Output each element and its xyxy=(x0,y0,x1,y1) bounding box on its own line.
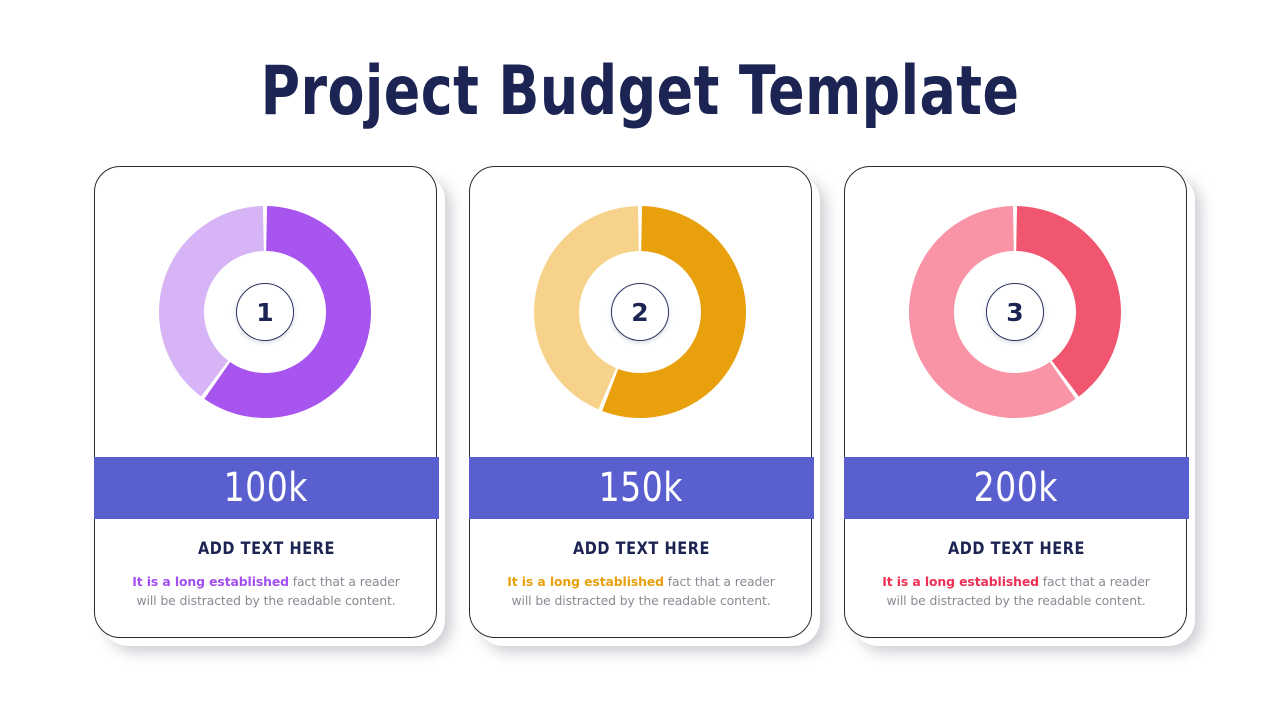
budget-card-1[interactable]: 1 100k ADD TEXT HERE It is a long establ… xyxy=(93,166,445,646)
card-body: ADD TEXT HERE It is a long established f… xyxy=(95,519,438,610)
card-heading: ADD TEXT HERE xyxy=(572,539,710,559)
budget-value: 100k xyxy=(223,465,309,511)
card-surface: 2 150k ADD TEXT HERE It is a long establ… xyxy=(468,166,814,638)
donut-segment xyxy=(909,206,1076,418)
card-description: It is a long established fact that a rea… xyxy=(498,572,785,610)
card-row: 1 100k ADD TEXT HERE It is a long establ… xyxy=(0,166,1280,646)
donut-center-number: 1 xyxy=(256,297,274,327)
donut-chart-area: 2 xyxy=(470,167,811,457)
donut-chart-1: 1 xyxy=(159,206,371,418)
value-banner: 150k xyxy=(468,457,814,519)
donut-center-number: 2 xyxy=(631,297,649,327)
donut-segments xyxy=(534,206,746,418)
donut-center-badge: 3 xyxy=(986,283,1044,341)
card-body: ADD TEXT HERE It is a long established f… xyxy=(845,519,1188,610)
card-body: ADD TEXT HERE It is a long established f… xyxy=(470,519,813,610)
page-title: Project Budget Template xyxy=(260,52,1020,131)
donut-center-badge: 2 xyxy=(611,283,669,341)
description-rest: fact that a reader will be distracted by… xyxy=(136,574,400,608)
donut-segments xyxy=(159,206,371,418)
donut-center-badge: 1 xyxy=(236,283,294,341)
description-highlight: It is a long established xyxy=(882,574,1039,589)
description-highlight: It is a long established xyxy=(132,574,289,589)
donut-segment xyxy=(534,206,639,410)
card-surface: 1 100k ADD TEXT HERE It is a long establ… xyxy=(93,166,439,638)
donut-chart-area: 3 xyxy=(845,167,1186,457)
donut-chart-area: 1 xyxy=(95,167,436,457)
description-rest: fact that a reader will be distracted by… xyxy=(886,574,1150,608)
donut-svg xyxy=(534,206,746,418)
card-heading: ADD TEXT HERE xyxy=(197,539,335,559)
donut-segment xyxy=(204,206,371,418)
donut-segment xyxy=(1016,206,1121,397)
donut-center-number: 3 xyxy=(1006,297,1024,327)
value-banner: 200k xyxy=(843,457,1189,519)
description-rest: fact that a reader will be distracted by… xyxy=(511,574,775,608)
donut-segment xyxy=(602,206,746,418)
budget-card-3[interactable]: 3 200k ADD TEXT HERE It is a long establ… xyxy=(843,166,1195,646)
card-heading: ADD TEXT HERE xyxy=(947,539,1085,559)
card-description: It is a long established fact that a rea… xyxy=(123,572,410,610)
donut-segments xyxy=(909,206,1121,418)
value-banner: 100k xyxy=(93,457,439,519)
budget-value: 150k xyxy=(598,465,684,511)
card-surface: 3 200k ADD TEXT HERE It is a long establ… xyxy=(843,166,1189,638)
donut-chart-3: 3 xyxy=(909,206,1121,418)
donut-svg xyxy=(159,206,371,418)
budget-card-2[interactable]: 2 150k ADD TEXT HERE It is a long establ… xyxy=(468,166,820,646)
donut-chart-2: 2 xyxy=(534,206,746,418)
budget-value: 200k xyxy=(973,465,1059,511)
description-highlight: It is a long established xyxy=(507,574,664,589)
card-description: It is a long established fact that a rea… xyxy=(873,572,1160,610)
donut-segment xyxy=(159,206,264,397)
donut-svg xyxy=(909,206,1121,418)
